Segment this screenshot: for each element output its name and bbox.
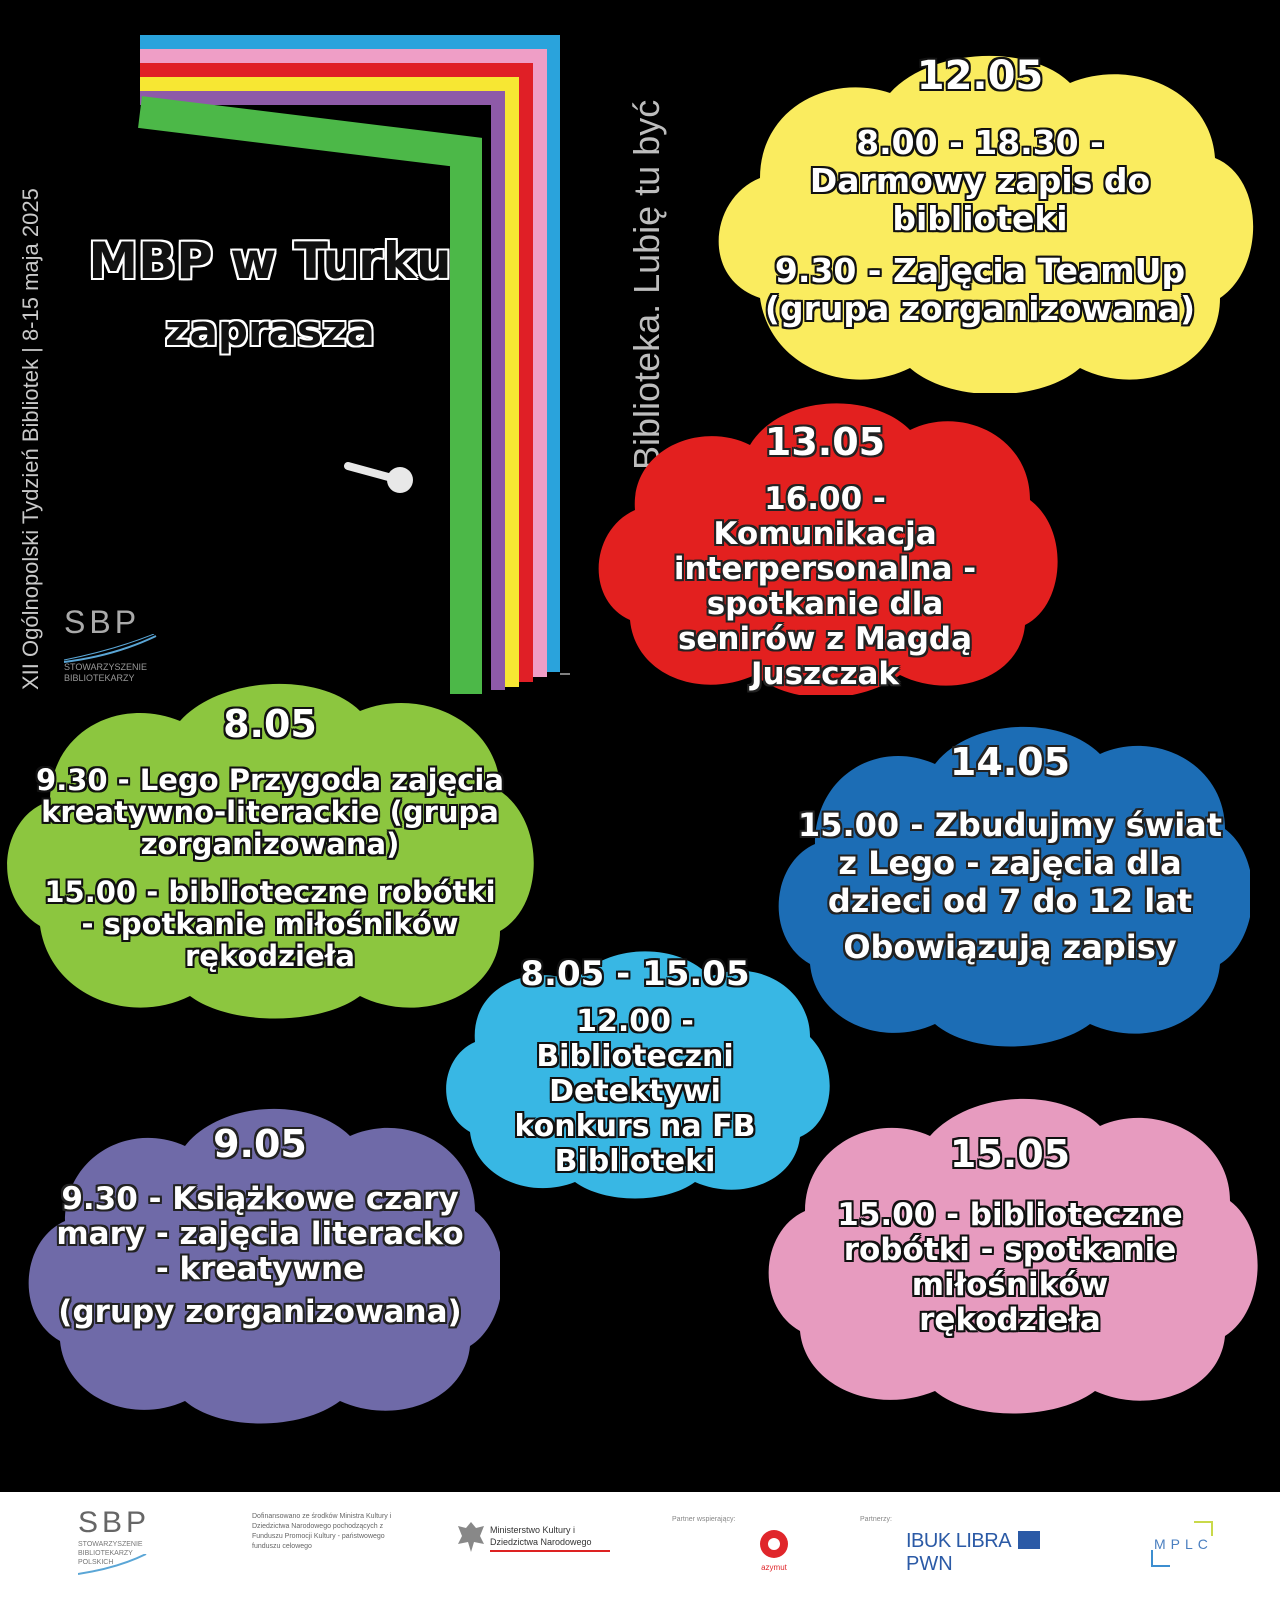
event-text: 15.00 - Zbudujmy świat z Lego - zajęcia … bbox=[797, 806, 1223, 920]
cloud-date: 9.05 bbox=[213, 1122, 307, 1166]
cloud-fill bbox=[598, 403, 1058, 695]
azymut-logo-icon bbox=[760, 1530, 788, 1558]
sbp-swoosh-icon bbox=[64, 634, 157, 663]
cloud-08-05-15-05: 8.05 - 15.05 12.00 - Biblioteczni Detekt… bbox=[440, 942, 830, 1200]
cloud-date: 14.05 bbox=[949, 740, 1071, 784]
cloud-shape bbox=[598, 403, 1058, 695]
cloud-fill bbox=[28, 1108, 500, 1424]
event-text: 8.00 - 18.30 - Darmowy zapis do bibliote… bbox=[809, 123, 1151, 238]
footer-sponsors: SBP STOWARZYSZENIE BIBLIOTEKARZY POLSKIC… bbox=[0, 1492, 1280, 1600]
eagle-emblem-icon bbox=[458, 1522, 484, 1552]
event-text: (grupy zorganizowana) bbox=[58, 1294, 462, 1330]
cloud-fill bbox=[718, 55, 1254, 393]
footer-partners-label: Partnerzy: bbox=[860, 1516, 892, 1523]
cloud-fill bbox=[768, 1098, 1258, 1414]
door-title-line1: MBP w Turku bbox=[88, 232, 452, 290]
footer-sbp-caption: STOWARZYSZENIE BIBLIOTEKARZY POLSKICH bbox=[78, 1541, 143, 1566]
cloud-shape bbox=[778, 726, 1250, 1047]
event-text: 9.30 - Zajęcia TeamUp (grupa zorganizowa… bbox=[764, 251, 1196, 328]
cloud-date: 15.05 bbox=[949, 1132, 1071, 1176]
cloud-fill bbox=[778, 726, 1250, 1047]
footer-pwn-text: PWN bbox=[906, 1553, 953, 1575]
event-text: 16.00 - Komunikacja interpersonalna - sp… bbox=[673, 481, 977, 692]
footer-ministry-underline bbox=[490, 1550, 610, 1552]
footer-ibuk-logo: IBUK LIBRA PWN bbox=[906, 1530, 1076, 1575]
cloud-fill bbox=[446, 951, 830, 1199]
footer-mplc-logo: MPLC bbox=[1150, 1520, 1220, 1570]
cloud-shape bbox=[7, 683, 534, 1019]
event-text: 9.30 - Lego Przygoda zajęcia kreatywno-l… bbox=[36, 763, 504, 861]
cloud-15-05: 15.05 15.00 - biblioteczne robótki - spo… bbox=[760, 1086, 1260, 1416]
mplc-frame-icon bbox=[1151, 1521, 1213, 1567]
cloud-09-05: 9.05 9.30 - Książkowe czary mary - zajęc… bbox=[20, 1096, 500, 1426]
footer-ministry-name: Ministerstwo Kultury i Dziedzictwa Narod… bbox=[490, 1525, 592, 1547]
pwn-badge-icon bbox=[1017, 1531, 1040, 1549]
sbp-logo-caption: STOWARZYSZENIE BIBLIOTEKARZY POLSKICH bbox=[64, 662, 148, 683]
cloud-date: 8.05 - 15.05 bbox=[520, 954, 750, 994]
footer-mplc-text: MPLC bbox=[1154, 1536, 1213, 1552]
event-text: 15.00 - biblioteczne robótki - spotkanie… bbox=[44, 875, 496, 973]
sbp-logo-letters: SBP bbox=[64, 604, 141, 640]
footer-azymut-logo: azymut bbox=[752, 1528, 796, 1572]
door-title-line2: zaprasza bbox=[165, 306, 375, 355]
footer-sbp-logo: SBP STOWARZYSZENIE BIBLIOTEKARZY POLSKIC… bbox=[78, 1506, 158, 1575]
cloud-12-05: 12.05 8.00 - 18.30 - Darmowy zapis do bi… bbox=[700, 48, 1260, 393]
footer-funding-text: Dofinansowano ze środków Ministra Kultur… bbox=[252, 1513, 392, 1550]
cloud-date: 13.05 bbox=[764, 420, 886, 464]
footer-partner-support-label: Partner wspierający: bbox=[672, 1516, 736, 1523]
event-text: Obowiązują zapisy bbox=[843, 928, 1177, 966]
side-vertical-text: XII Ogólnopolski Tydzień Bibliotek | 8-1… bbox=[18, 188, 43, 690]
cloud-13-05: 13.05 16.00 - Komunikacja interpersonaln… bbox=[590, 390, 1060, 695]
cloud-08-05: 8.05 9.30 - Lego Przygoda zajęcia kreaty… bbox=[0, 676, 540, 1021]
footer-ibuk-text: IBUK LIBRA bbox=[906, 1530, 1012, 1552]
cloud-date: 12.05 bbox=[916, 53, 1044, 99]
door-rainbow-graphic bbox=[138, 35, 570, 694]
cloud-fill bbox=[7, 683, 534, 1019]
event-text: 12.00 - Biblioteczni Detektywi konkurs n… bbox=[514, 1004, 756, 1179]
event-text: 9.30 - Książkowe czary mary - zajęcia li… bbox=[56, 1181, 464, 1287]
footer-ministry: Ministerstwo Kultury i Dziedzictwa Narod… bbox=[456, 1520, 626, 1560]
cloud-shape bbox=[28, 1108, 500, 1424]
cloud-14-05: 14.05 15.00 - Zbudujmy świat z Lego - za… bbox=[770, 714, 1250, 1049]
cloud-shape bbox=[446, 951, 830, 1199]
footer-azymut-text: azymut bbox=[761, 1563, 787, 1572]
footer-sbp-swoosh-icon bbox=[78, 1554, 147, 1575]
cloud-date: 8.05 bbox=[223, 702, 317, 746]
footer-sbp-letters: SBP bbox=[78, 1506, 151, 1539]
sbp-logo: SBP STOWARZYSZENIE BIBLIOTEKARZY POLSKIC… bbox=[64, 604, 174, 684]
event-text: 15.00 - biblioteczne robótki - spotkanie… bbox=[837, 1197, 1183, 1338]
cloud-shape bbox=[718, 55, 1254, 393]
cloud-shape bbox=[768, 1098, 1258, 1414]
